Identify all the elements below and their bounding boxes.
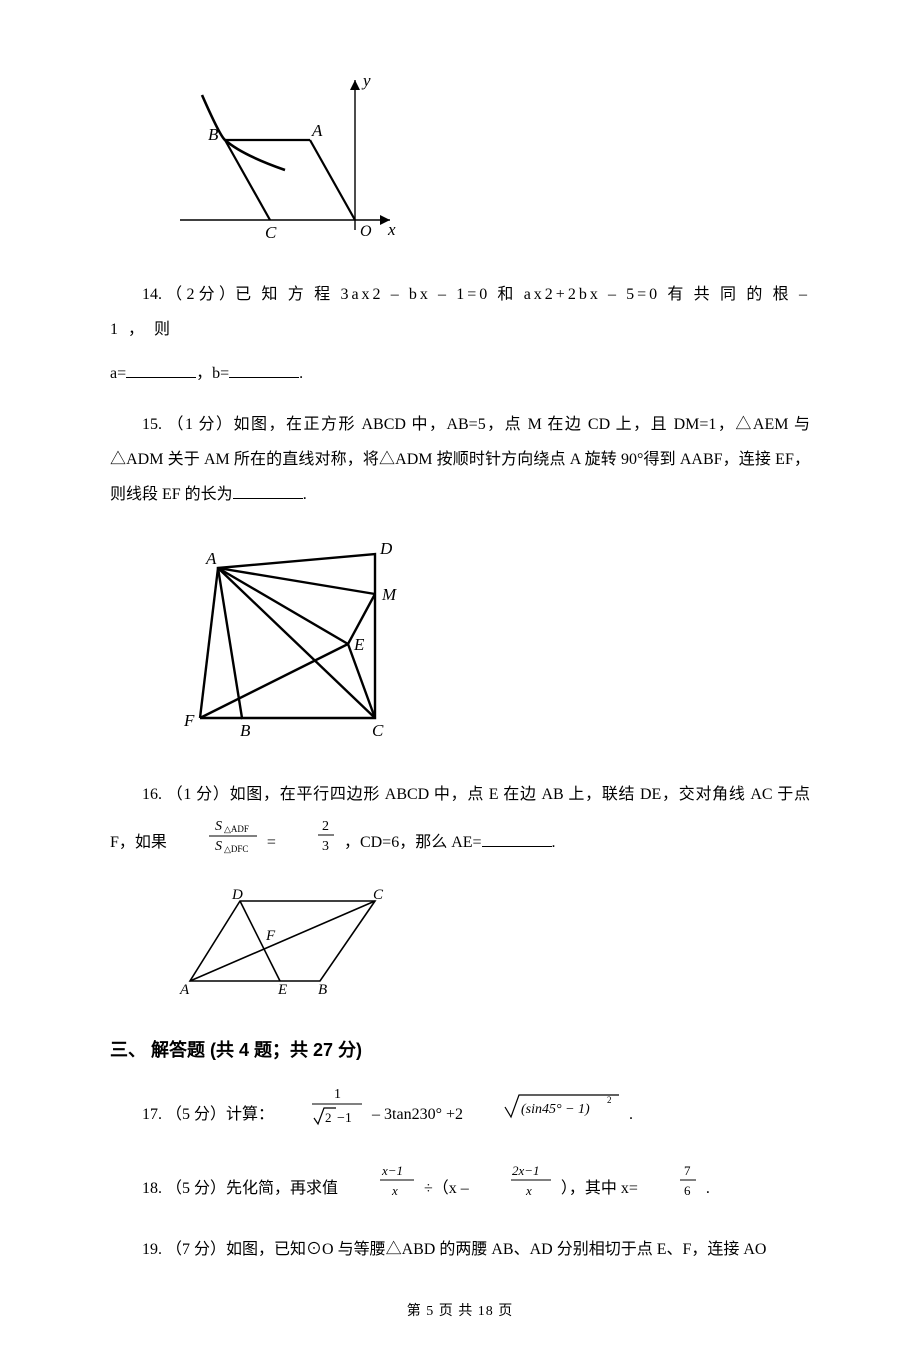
question-18: 18. （5 分）先化简，再求值 x−1 x ÷（x – 2x−1 x ），其中…: [110, 1161, 810, 1218]
q15-F: F: [183, 711, 195, 730]
q14-prefix: 14. （ 2 分 ）: [142, 286, 235, 303]
q15-C: C: [372, 721, 384, 740]
svg-text:A: A: [179, 982, 190, 996]
figure-q16-svg: A E B C D F: [170, 886, 400, 996]
q17-prefix: 17. （5 分）计算：: [142, 1107, 274, 1124]
question-16: 16. （1 分）如图，在平行四边形 ABCD 中，点 E 在边 AB 上，联结…: [110, 774, 810, 872]
svg-text:F: F: [265, 928, 276, 944]
svg-text:(sin45° − 1): (sin45° − 1): [521, 1102, 590, 1117]
q16-frac-lhs: S △ADF S △DFC: [175, 815, 259, 872]
q14-b-label: ，b=: [196, 365, 229, 382]
question-17: 17. （5 分）计算： 1 2 −1 – 3tan230° +2 (sin45…: [110, 1084, 810, 1147]
svg-text:2: 2: [322, 819, 329, 834]
q14-a-label: a=: [110, 365, 126, 382]
q15-blank[interactable]: [233, 483, 303, 499]
axis-x-label: x: [387, 220, 396, 239]
question-14-line2: a= ，b=.: [110, 356, 810, 391]
q19-body: 如图，已知⊙O 与等腰△ABD 的两腰 AB、AD 分别相切于点 E、F，连接 …: [226, 1241, 766, 1258]
svg-text:3: 3: [322, 839, 329, 854]
svg-text:S: S: [215, 839, 222, 854]
q16-eq: =: [263, 834, 280, 851]
q15-M: M: [381, 585, 397, 604]
q15-prefix: 15. （1 分）: [142, 416, 234, 433]
svg-text:△ADF: △ADF: [224, 824, 249, 834]
svg-text:1: 1: [334, 1087, 341, 1102]
svg-text:C: C: [373, 887, 384, 903]
q14-period: .: [299, 365, 303, 382]
pt-C: C: [265, 223, 277, 242]
q15-E: E: [353, 635, 365, 654]
q17-sqrt2: (sin45° − 1) 2: [471, 1091, 621, 1140]
figure-q13: y x O A B C: [170, 70, 810, 263]
q15-B: B: [240, 721, 251, 740]
q14-blank-a[interactable]: [126, 361, 196, 377]
q17-mid: – 3tan230° +2: [368, 1107, 467, 1124]
svg-text:△DFC: △DFC: [224, 844, 248, 854]
q16-prefix: 16. （1 分）: [142, 786, 230, 803]
q15-A: A: [205, 549, 217, 568]
q15-D: D: [379, 539, 393, 558]
q18-frac3: 7 6: [646, 1161, 698, 1218]
svg-text:6: 6: [684, 1183, 691, 1198]
q16-period: .: [552, 834, 556, 851]
q19-prefix: 19. （7 分）: [142, 1241, 226, 1258]
q17-end: .: [625, 1107, 633, 1124]
q18-end: .: [702, 1180, 710, 1197]
svg-text:x: x: [391, 1183, 398, 1198]
q18-frac1: x−1 x: [346, 1161, 416, 1218]
question-14: 14. （ 2 分 ）已 知 方 程 3ax2 – bx – 1=0 和 ax2…: [110, 277, 810, 347]
svg-text:D: D: [231, 887, 243, 903]
axis-y-label: y: [361, 71, 371, 90]
svg-text:B: B: [318, 982, 327, 996]
q15-period: .: [303, 486, 307, 503]
section-3-heading: 三、 解答题 (共 4 题；共 27 分): [110, 1031, 810, 1071]
svg-text:−1: −1: [337, 1111, 352, 1126]
question-15: 15. （1 分）如图，在正方形 ABCD 中，AB=5，点 M 在边 CD 上…: [110, 407, 810, 513]
figure-q13-svg: y x O A B C: [170, 70, 400, 250]
q18-frac2: 2x−1 x: [477, 1161, 553, 1218]
figure-q16: A E B C D F: [170, 886, 810, 1009]
q16-body-c: ，CD=6，那么 AE=: [340, 834, 482, 851]
q18-mid2: ），其中 x=: [557, 1180, 642, 1197]
svg-text:2x−1: 2x−1: [512, 1163, 540, 1178]
svg-text:2: 2: [325, 1110, 332, 1125]
svg-text:2: 2: [607, 1095, 612, 1105]
question-19: 19. （7 分）如图，已知⊙O 与等腰△ABD 的两腰 AB、AD 分别相切于…: [110, 1232, 810, 1267]
origin-label: O: [360, 223, 372, 240]
figure-q15-svg: A D M E C B F: [170, 526, 410, 746]
pt-A: A: [311, 121, 323, 140]
q17-frac1: 1 2 −1: [278, 1084, 364, 1147]
q16-frac-rhs: 2 3: [284, 816, 336, 871]
figure-q15: A D M E C B F: [170, 526, 810, 759]
svg-text:S: S: [215, 819, 222, 834]
pt-B: B: [208, 125, 219, 144]
svg-text:E: E: [277, 982, 287, 996]
q18-mid1: ÷（x –: [420, 1180, 473, 1197]
q18-prefix: 18. （5 分）先化简，再求值: [142, 1180, 342, 1197]
q14-blank-b[interactable]: [229, 361, 299, 377]
q16-blank[interactable]: [482, 831, 552, 847]
svg-text:x: x: [525, 1183, 532, 1198]
svg-text:7: 7: [684, 1163, 691, 1178]
svg-text:x−1: x−1: [381, 1163, 403, 1178]
